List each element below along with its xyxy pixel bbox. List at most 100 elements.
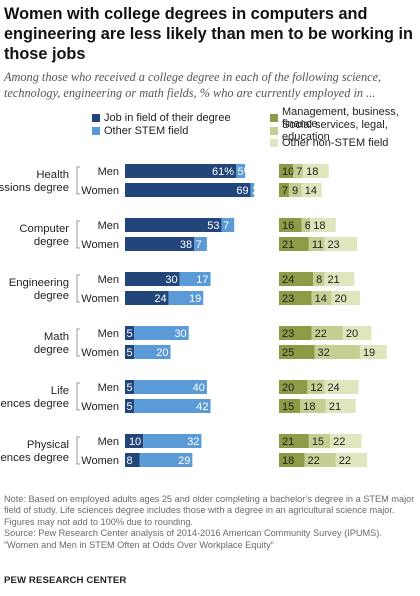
bar-other-stem-field-physical-sciences-degree-men xyxy=(143,434,202,448)
data-label: 21 xyxy=(282,239,294,251)
row-label-men: Men xyxy=(98,382,119,394)
bar-other-non-stem-field-computer-degree-men xyxy=(310,218,336,232)
group-label-engineering-degree: degree xyxy=(34,290,69,302)
bar-other-stem-field-computer-degree-women xyxy=(194,237,207,251)
bar-other-non-stem-field-physical-sciences-degree-men xyxy=(330,434,362,448)
bar-social-services-legal-education-physical-sciences-degree-women xyxy=(304,453,336,467)
data-label: 6 xyxy=(305,220,311,232)
legend-stem: Job in field of their degree Other STEM … xyxy=(92,112,231,137)
data-label: 7 xyxy=(282,185,288,197)
bar-other-non-stem-field-life-sciences-degree-men xyxy=(324,380,359,394)
group-label-computer-degree: Computer xyxy=(19,223,69,235)
legend-swatch xyxy=(92,126,100,135)
group-label-math-degree: Math xyxy=(44,331,69,343)
data-label: 24 xyxy=(282,274,294,286)
data-label: 20 xyxy=(282,382,294,394)
bar-other-non-stem-field-health-professions-degree-women xyxy=(301,183,322,197)
bar-other-stem-field-life-sciences-degree-men xyxy=(134,380,207,394)
row-label-women: Women xyxy=(81,401,119,413)
bar-management-business-finance-computer-degree-men xyxy=(279,218,302,232)
row-label-men: Men xyxy=(98,220,119,232)
data-label: 21 xyxy=(327,274,339,286)
legend-item-other-stem: Other STEM field xyxy=(92,125,231,138)
bar-job-in-field-of-their-degree-health-professions-degree-women xyxy=(125,183,251,197)
data-label: 8 xyxy=(127,455,133,467)
data-label: 9 xyxy=(292,185,298,197)
bar-other-non-stem-field-physical-sciences-degree-women xyxy=(335,453,368,467)
bar-management-business-finance-computer-degree-women xyxy=(279,237,309,251)
group-bracket-health-professions-degree xyxy=(76,166,80,195)
data-label: 24 xyxy=(327,382,339,394)
data-label: 18 xyxy=(282,455,294,467)
legend-swatch xyxy=(92,114,100,123)
bar-other-stem-field-engineering-degree-men xyxy=(179,272,211,286)
data-label: 20 xyxy=(346,328,358,340)
data-label: 22 xyxy=(315,328,327,340)
data-label: 22 xyxy=(333,436,345,448)
bar-job-in-field-of-their-degree-math-degree-men xyxy=(125,326,135,340)
bar-other-stem-field-physical-sciences-degree-women xyxy=(139,453,193,467)
group-bracket-physical-sciences-degree xyxy=(76,436,80,465)
bar-other-non-stem-field-math-degree-men xyxy=(342,326,372,340)
bar-other-non-stem-field-math-degree-women xyxy=(359,345,387,359)
group-bracket-life-sciences-degree xyxy=(76,382,80,411)
bar-other-stem-field-engineering-degree-women xyxy=(168,291,204,305)
bar-job-in-field-of-their-degree-life-sciences-degree-men xyxy=(125,380,135,394)
data-label: 40 xyxy=(193,382,205,394)
group-label-math-degree: degree xyxy=(34,344,69,356)
bar-job-in-field-of-their-degree-physical-sciences-degree-women xyxy=(125,453,140,467)
bar-other-non-stem-field-engineering-degree-men xyxy=(324,272,355,286)
group-label-computer-degree: degree xyxy=(34,236,69,248)
data-label: 18 xyxy=(313,220,325,232)
data-label: 14 xyxy=(305,185,317,197)
row-label-men: Men xyxy=(98,436,119,448)
bar-management-business-finance-health-professions-degree-women xyxy=(279,183,289,197)
group-label-life-sciences-degree: Life xyxy=(51,385,69,397)
data-label: 7 xyxy=(196,239,202,251)
note-text: Note: Based on employed adults ages 25 a… xyxy=(4,494,415,527)
data-label: 17 xyxy=(196,274,208,286)
data-label: 5% xyxy=(238,166,254,178)
row-label-women: Women xyxy=(81,293,119,305)
legend-non-stem: Management, business, finance Social ser… xyxy=(270,106,420,150)
data-label: 18 xyxy=(306,166,318,178)
data-label: 7 xyxy=(296,166,302,178)
bar-job-in-field-of-their-degree-life-sciences-degree-women xyxy=(125,399,135,413)
group-label-health-professions-degree: Health xyxy=(36,169,69,181)
group-label-health-professions-degree: professions degree xyxy=(0,182,69,194)
data-label: 5 xyxy=(127,382,133,394)
data-label: 10 xyxy=(282,166,294,178)
row-label-men: Men xyxy=(98,274,119,286)
legend-item-job-in-field: Job in field of their degree xyxy=(92,112,231,125)
group-bracket-math-degree xyxy=(76,328,80,357)
bar-other-stem-field-health-professions-degree-men xyxy=(236,164,246,178)
data-label: 2 xyxy=(252,185,258,197)
group-label-engineering-degree: Engineering xyxy=(9,277,69,289)
bar-job-in-field-of-their-degree-physical-sciences-degree-men xyxy=(125,434,144,448)
data-label: 30 xyxy=(174,328,186,340)
bar-management-business-finance-life-sciences-degree-men xyxy=(279,380,308,394)
legend-item-management: Management, business, finance xyxy=(270,106,420,130)
bar-job-in-field-of-their-degree-engineering-degree-women xyxy=(125,291,169,305)
bar-management-business-finance-physical-sciences-degree-men xyxy=(279,434,309,448)
data-label: 19 xyxy=(363,347,375,359)
data-label: 29 xyxy=(178,455,190,467)
legend-swatch xyxy=(270,139,278,148)
data-label: 12 xyxy=(310,382,322,394)
data-label: 32 xyxy=(318,347,330,359)
chart-notes: Note: Based on employed adults ages 25 a… xyxy=(4,494,416,551)
data-label: 10 xyxy=(129,436,141,448)
data-label: 19 xyxy=(189,293,201,305)
row-label-men: Men xyxy=(98,166,119,178)
bar-management-business-finance-life-sciences-degree-women xyxy=(279,399,301,413)
data-label: 25 xyxy=(282,347,294,359)
data-label: 16 xyxy=(282,220,294,232)
bar-job-in-field-of-their-degree-health-professions-degree-men xyxy=(125,164,237,178)
data-label: 69 xyxy=(236,185,248,197)
data-label: 18 xyxy=(303,401,315,413)
data-label: 20 xyxy=(156,347,168,359)
bar-other-non-stem-field-health-professions-degree-men xyxy=(303,164,329,178)
row-label-women: Women xyxy=(81,239,119,251)
data-label: 5 xyxy=(127,347,133,359)
bar-other-non-stem-field-life-sciences-degree-women xyxy=(325,399,356,413)
